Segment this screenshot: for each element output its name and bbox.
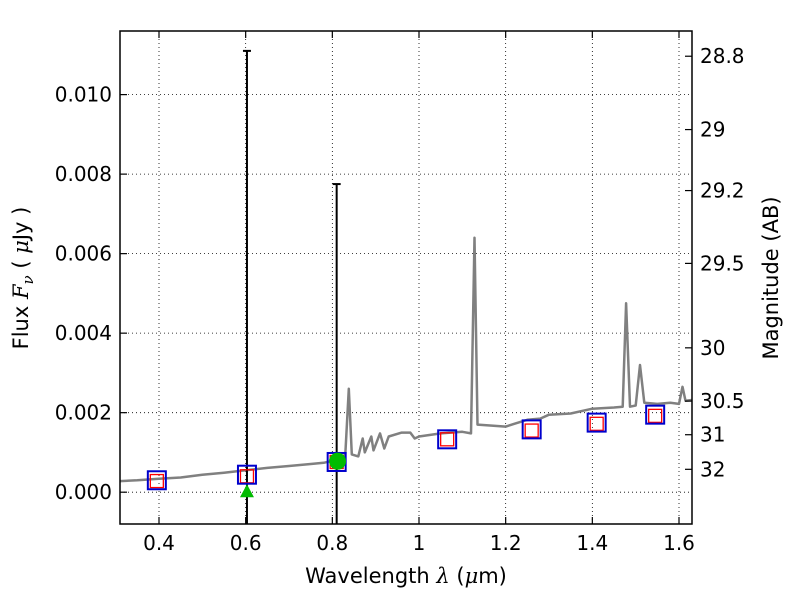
x-axis-title: Wavelength λ (μm) bbox=[305, 564, 507, 588]
y-axis-title: Flux Fν ( μJy ) bbox=[9, 207, 37, 350]
x-tick-label: 1.2 bbox=[490, 531, 522, 555]
sed-series bbox=[119, 236, 693, 483]
y-axis-title-subscript: ν bbox=[19, 275, 37, 284]
y-tick-label: 0.000 bbox=[55, 480, 112, 504]
magnitude-tick-label: 30 bbox=[700, 336, 725, 360]
axis-ticks: 0.4 0.6 0.8 1 1.2 1.4 1.6 0.000 0.002 0.004 0.006 0… bbox=[55, 31, 745, 555]
x-tick-label: 0.8 bbox=[316, 531, 348, 555]
observed-photometry-marker bbox=[146, 470, 167, 491]
y-tick-label: 0.006 bbox=[55, 242, 112, 266]
model-photometry-marker bbox=[149, 473, 164, 489]
x-tick-label: 1 bbox=[413, 531, 426, 555]
model-photometry-marker bbox=[589, 416, 604, 431]
y-axis-title-unit-mu: μ bbox=[9, 240, 33, 254]
sed-line bbox=[119, 236, 693, 483]
model-photometry-marker bbox=[440, 432, 455, 447]
x-tick-label: 1.4 bbox=[576, 531, 608, 555]
y-axis-title-mid: ( bbox=[9, 254, 33, 276]
y-tick-label: 0.002 bbox=[55, 401, 112, 425]
y-axis-title-unit: Jy ) bbox=[9, 207, 33, 243]
observed-photometry-marker bbox=[645, 404, 666, 425]
x-axis-title-unit: m) bbox=[478, 564, 507, 588]
x-tick-label: 1.6 bbox=[663, 531, 695, 555]
magnitude-tick-label: 29.2 bbox=[700, 179, 745, 203]
non-detection-marker bbox=[239, 484, 254, 498]
x-axis-title-prefix: Wavelength bbox=[305, 564, 436, 588]
y-axis-title-prefix: Flux bbox=[9, 299, 33, 349]
y2-axis-title: Magnitude (AB) bbox=[759, 196, 783, 359]
photometry-markers bbox=[146, 404, 666, 498]
magnitude-tick-label: 31 bbox=[700, 423, 725, 447]
x-tick-label: 0.6 bbox=[230, 531, 262, 555]
x-axis-title-unit-mu: μ bbox=[465, 564, 479, 588]
magnitude-tick-label: 32 bbox=[700, 457, 725, 481]
x-tick-label: 0.4 bbox=[143, 531, 175, 555]
y-axis-title-symbol: F bbox=[9, 283, 33, 300]
observed-photometry-marker bbox=[236, 464, 257, 485]
y-tick-label: 0.004 bbox=[55, 321, 112, 345]
observed-photometry-marker bbox=[437, 429, 458, 450]
y-tick-label: 0.008 bbox=[55, 162, 112, 186]
magnitude-tick-label: 28.8 bbox=[700, 44, 745, 68]
detection-marker bbox=[329, 452, 347, 470]
magnitude-tick-label: 29.5 bbox=[700, 251, 745, 275]
observed-photometry-marker bbox=[586, 412, 607, 433]
x-axis-title-suffix: ( bbox=[450, 564, 465, 588]
plot-frame bbox=[119, 30, 693, 525]
observed-photometry-marker bbox=[521, 419, 542, 440]
model-photometry-marker bbox=[524, 423, 539, 438]
magnitude-tick-label: 29 bbox=[700, 118, 725, 142]
magnitude-tick-label: 30.5 bbox=[700, 389, 745, 413]
model-photometry-marker bbox=[648, 408, 663, 424]
x-axis-title-symbol: λ bbox=[435, 564, 449, 588]
y-tick-label: 0.010 bbox=[55, 83, 112, 107]
